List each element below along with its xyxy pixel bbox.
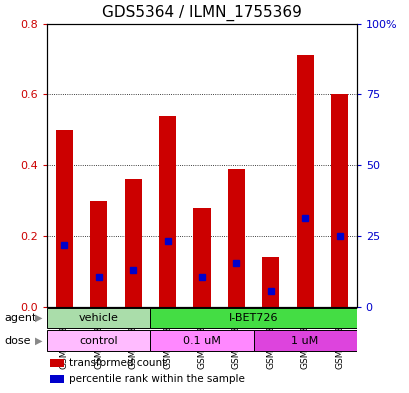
Bar xyxy=(47,331,150,351)
Text: 1 uM: 1 uM xyxy=(291,336,318,345)
Text: ▶: ▶ xyxy=(35,313,43,323)
Text: dose: dose xyxy=(4,336,31,345)
Text: I-BET726: I-BET726 xyxy=(228,313,278,323)
Bar xyxy=(330,94,347,307)
Bar xyxy=(56,130,73,307)
Bar xyxy=(50,375,64,383)
Bar xyxy=(227,169,244,307)
Bar xyxy=(47,308,150,328)
Bar xyxy=(296,55,313,307)
Text: percentile rank within the sample: percentile rank within the sample xyxy=(69,374,244,384)
Title: GDS5364 / ILMN_1755369: GDS5364 / ILMN_1755369 xyxy=(102,5,301,21)
Text: 0.1 uM: 0.1 uM xyxy=(182,336,220,345)
Text: ▶: ▶ xyxy=(35,336,43,345)
Bar xyxy=(90,201,107,307)
Text: transformed count: transformed count xyxy=(69,358,166,368)
Text: agent: agent xyxy=(4,313,36,323)
Bar xyxy=(150,308,356,328)
Bar xyxy=(261,257,279,307)
Bar xyxy=(253,331,356,351)
Bar xyxy=(159,116,176,307)
Bar xyxy=(150,331,253,351)
Bar xyxy=(50,359,64,367)
Bar xyxy=(124,180,142,307)
Bar xyxy=(193,208,210,307)
Text: vehicle: vehicle xyxy=(79,313,118,323)
Text: control: control xyxy=(79,336,118,345)
